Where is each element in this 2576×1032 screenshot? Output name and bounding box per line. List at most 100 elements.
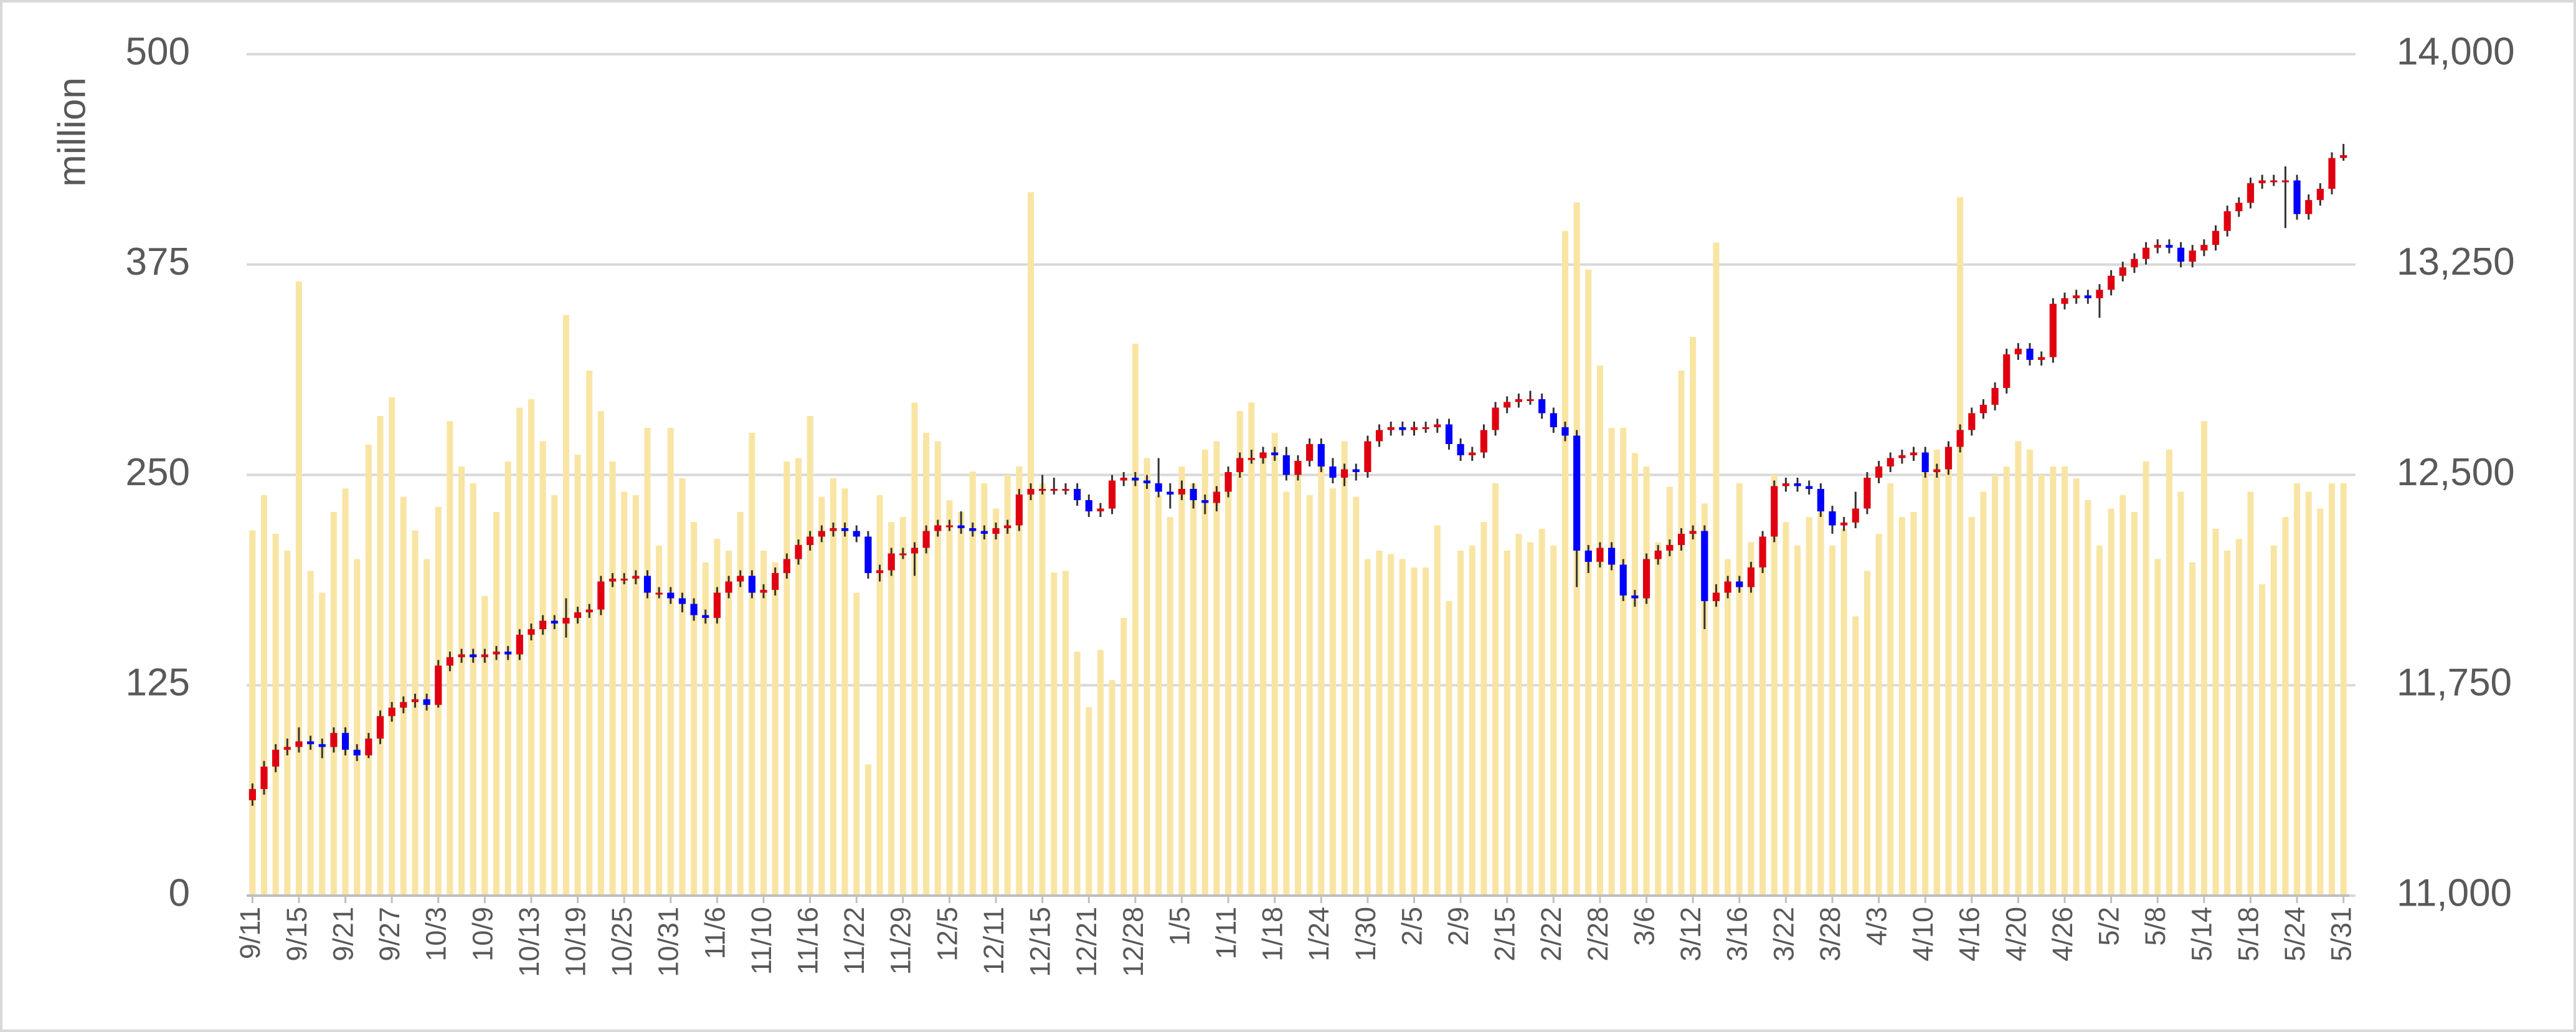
candle-body xyxy=(1074,489,1081,501)
x-tick-label: 2/5 xyxy=(1396,907,1428,946)
volume-bar xyxy=(1527,542,1534,896)
candle-body xyxy=(2014,348,2022,354)
candle-body xyxy=(1259,452,1267,458)
candle-body xyxy=(1991,387,1999,405)
volume-bar xyxy=(923,432,930,896)
candle-body xyxy=(539,620,547,630)
volume-bar xyxy=(377,415,384,896)
candle-body xyxy=(1677,534,1685,546)
candle-body xyxy=(2235,202,2243,212)
candle-body xyxy=(992,528,1000,534)
candle-body xyxy=(1039,489,1046,491)
candle-body xyxy=(1921,452,1929,472)
candle-body xyxy=(945,525,954,528)
candle-body xyxy=(1561,427,1569,436)
volume-bar xyxy=(1016,466,1023,896)
volume-bar xyxy=(2166,449,2172,896)
volume-bar xyxy=(1411,567,1418,896)
candle-body xyxy=(481,654,488,658)
candle-body xyxy=(2166,245,2173,248)
x-tick-label: 2/28 xyxy=(1582,907,1614,962)
candle-body xyxy=(2119,267,2126,276)
candle-body xyxy=(1480,430,1488,453)
candle-body xyxy=(1062,489,1069,491)
candle-body xyxy=(1143,480,1151,484)
candle-body xyxy=(899,553,907,556)
volume-bar xyxy=(853,592,860,896)
x-tick-label: 3/28 xyxy=(1814,907,1846,962)
volume-bar xyxy=(2050,466,2057,896)
volume-bar xyxy=(934,441,941,896)
volume-bar xyxy=(609,461,616,896)
candle-body xyxy=(1933,469,1941,472)
candle-body xyxy=(458,654,465,658)
volume-bar xyxy=(2270,545,2277,896)
volume-bar xyxy=(1097,650,1104,896)
volume-bar xyxy=(2096,545,2103,896)
volume-bar xyxy=(412,530,419,896)
candle-body xyxy=(411,699,419,703)
volume-bar xyxy=(424,559,430,896)
volume-bar xyxy=(1806,517,1812,896)
candle-body xyxy=(2038,357,2045,360)
x-tick-label: 3/22 xyxy=(1768,907,1799,962)
candle-body xyxy=(1736,581,1743,587)
candle-body xyxy=(1863,478,1871,509)
x-tick-label: 12/28 xyxy=(1117,907,1149,977)
candle-body xyxy=(1689,531,1697,534)
candle-body xyxy=(1666,545,1674,551)
volume-bar xyxy=(2119,495,2126,896)
x-tick-label: 9/27 xyxy=(374,907,405,962)
volume-bar xyxy=(1550,545,1557,896)
volume-bar xyxy=(493,511,500,896)
candle-body xyxy=(1701,531,1708,602)
candle-body xyxy=(876,570,884,574)
volume-bar xyxy=(1713,242,1720,896)
volume-bar xyxy=(1631,453,1638,896)
candle-body xyxy=(2258,180,2266,184)
volume-bar xyxy=(249,530,256,896)
candle-body xyxy=(807,536,814,546)
candle-body xyxy=(922,531,930,548)
volume-bar xyxy=(2224,551,2231,896)
volume-bar xyxy=(2061,466,2068,896)
volume-bar xyxy=(1840,528,1847,896)
x-tick-label: 1/24 xyxy=(1303,907,1335,962)
volume-bar xyxy=(2328,483,2336,896)
x-tick-label: 4/10 xyxy=(1907,907,1939,962)
volume-bar xyxy=(295,281,302,896)
volume-bar xyxy=(830,478,836,896)
candle-body xyxy=(551,620,558,624)
volume-bar xyxy=(1446,601,1452,896)
candle-body xyxy=(2340,155,2347,158)
volume-bar xyxy=(400,496,407,896)
candle-body xyxy=(1410,427,1418,430)
candle-body xyxy=(667,592,675,599)
volume-bar xyxy=(551,495,558,896)
y-tick-label: 250 xyxy=(126,451,190,494)
volume-bar xyxy=(1364,559,1371,896)
volume-bar xyxy=(539,441,546,896)
candle-body xyxy=(400,702,407,708)
candle-body xyxy=(1282,455,1290,475)
candle-body xyxy=(2003,354,2010,388)
volume-bar xyxy=(841,488,848,896)
volume-bar xyxy=(1132,343,1139,896)
volume-bar xyxy=(899,517,906,896)
volume-bar xyxy=(2154,559,2161,896)
x-tick-label: 4/16 xyxy=(1954,907,1986,962)
x-tick-label: 5/18 xyxy=(2232,907,2264,962)
volume-bar xyxy=(1190,483,1197,896)
y-tick-label: 125 xyxy=(126,661,190,704)
x-tick-label: 11/10 xyxy=(746,907,777,975)
volume-bar xyxy=(1457,551,1464,896)
volume-bar xyxy=(1086,707,1092,896)
candle-body xyxy=(597,581,605,610)
candle-body xyxy=(2189,250,2196,262)
candle-body xyxy=(2131,258,2138,268)
volume-bar xyxy=(726,551,732,896)
candle-body xyxy=(1294,460,1302,475)
volume-bar xyxy=(1271,432,1278,896)
volume-bar xyxy=(818,496,825,896)
volume-bar xyxy=(1596,365,1603,896)
